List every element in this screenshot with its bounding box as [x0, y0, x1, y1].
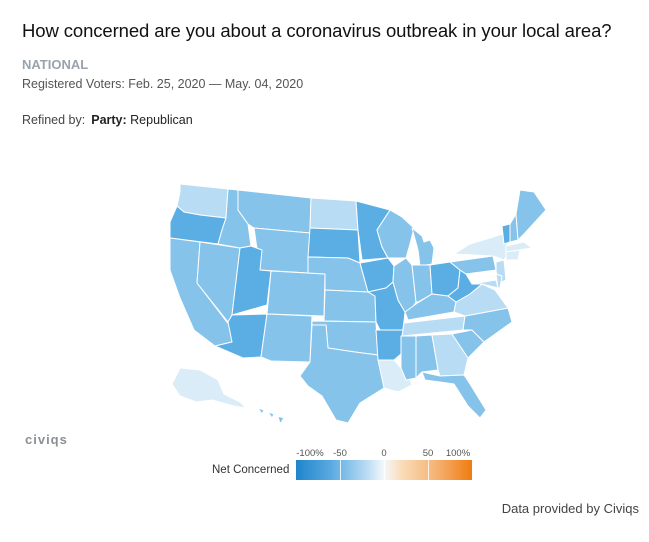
state-colorado[interactable] — [266, 270, 326, 317]
legend-color-bar — [296, 460, 472, 480]
legend-ticks: -100% -50 0 50 100% — [296, 448, 472, 460]
filter-summary: Refined by: Party: Republican — [22, 113, 193, 127]
legend-tick: -50 — [333, 448, 347, 459]
legend-tick: -100% — [296, 448, 324, 459]
state-louisiana[interactable] — [377, 359, 413, 393]
scope-label: NATIONAL — [22, 57, 89, 72]
filter-key: Party: — [91, 113, 127, 127]
state-delaware[interactable] — [495, 273, 503, 289]
legend-tick: 50 — [422, 448, 434, 459]
legend-tick: 0 — [381, 448, 387, 459]
state-maine[interactable] — [515, 189, 547, 241]
state-connecticut[interactable] — [505, 249, 521, 261]
filter-value: Republican — [130, 113, 193, 127]
date-range: Registered Voters: Feb. 25, 2020 — May. … — [22, 77, 304, 91]
legend-label: Net Concerned — [212, 464, 290, 476]
legend-tick: 100% — [445, 448, 471, 459]
us-choropleth-map — [169, 183, 547, 425]
filter-prefix: Refined by: — [22, 113, 86, 127]
state-missouri[interactable] — [367, 281, 406, 331]
color-legend: -100% -50 0 50 100% — [296, 448, 472, 482]
state-florida[interactable] — [421, 371, 487, 419]
state-mississippi[interactable] — [400, 335, 417, 381]
state-vermont[interactable] — [501, 223, 511, 245]
state-kansas[interactable] — [323, 289, 377, 323]
data-credit: Data provided by Civiqs — [501, 501, 639, 516]
state-alaska[interactable] — [171, 367, 247, 409]
state-texas[interactable] — [299, 324, 385, 424]
state-pennsylvania[interactable] — [449, 255, 497, 275]
state-new-mexico[interactable] — [260, 313, 313, 363]
state-north-dakota[interactable] — [309, 197, 359, 231]
state-utah[interactable] — [231, 245, 272, 316]
state-new-york[interactable] — [453, 233, 511, 261]
page-title: How concerned are you about a coronaviru… — [22, 20, 612, 41]
state-alabama[interactable] — [415, 334, 439, 379]
state-hawaii[interactable] — [257, 407, 285, 425]
state-massachusetts[interactable] — [505, 241, 533, 253]
state-michigan[interactable] — [411, 227, 435, 267]
civiqs-logo: civiqs — [25, 432, 68, 447]
state-arkansas[interactable] — [375, 329, 405, 361]
state-montana[interactable] — [237, 189, 312, 234]
